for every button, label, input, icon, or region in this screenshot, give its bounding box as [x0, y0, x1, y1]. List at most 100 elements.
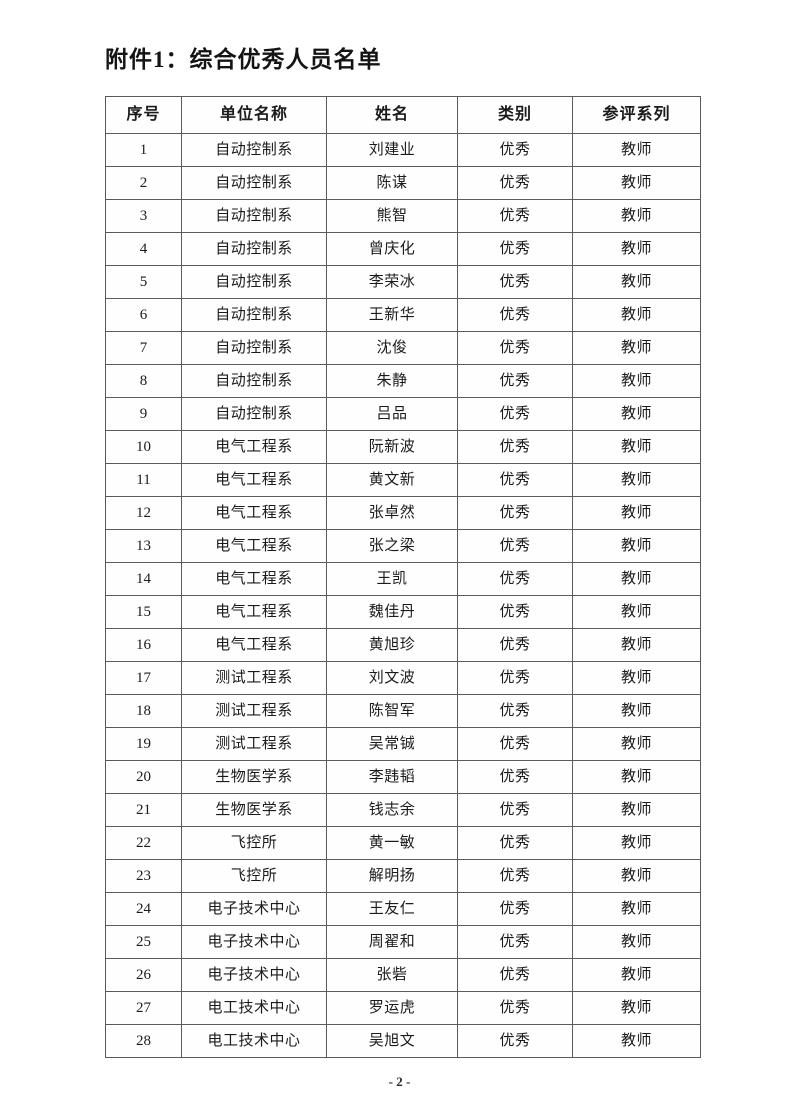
column-header-series: 参评系列	[572, 96, 701, 134]
cell-index: 11	[105, 463, 182, 497]
cell-name: 黄文新	[326, 463, 458, 497]
cell-unit: 自动控制系	[181, 331, 327, 365]
cell-index: 4	[105, 232, 182, 266]
cell-index: 18	[105, 694, 182, 728]
cell-series: 教师	[572, 826, 701, 860]
table-row: 9 自动控制系 吕品 优秀 教师	[105, 397, 701, 431]
cell-index: 26	[105, 958, 182, 992]
cell-category: 优秀	[457, 232, 573, 266]
cell-series: 教师	[572, 1024, 701, 1058]
cell-category: 优秀	[457, 1024, 573, 1058]
table-row: 5 自动控制系 李荣冰 优秀 教师	[105, 265, 701, 299]
cell-index: 21	[105, 793, 182, 827]
table-row: 4 自动控制系 曾庆化 优秀 教师	[105, 232, 701, 266]
cell-index: 20	[105, 760, 182, 794]
table-row: 23 飞控所 解明扬 优秀 教师	[105, 859, 701, 893]
cell-series: 教师	[572, 397, 701, 431]
cell-index: 25	[105, 925, 182, 959]
cell-index: 19	[105, 727, 182, 761]
cell-unit: 自动控制系	[181, 133, 327, 167]
cell-category: 优秀	[457, 958, 573, 992]
page-title: 附件1：综合优秀人员名单	[105, 47, 382, 72]
cell-unit: 自动控制系	[181, 232, 327, 266]
cell-category: 优秀	[457, 991, 573, 1025]
cell-name: 吕品	[326, 397, 458, 431]
cell-index: 27	[105, 991, 182, 1025]
cell-series: 教师	[572, 892, 701, 926]
cell-series: 教师	[572, 694, 701, 728]
cell-unit: 电气工程系	[181, 628, 327, 662]
cell-index: 13	[105, 529, 182, 563]
cell-name: 张之梁	[326, 529, 458, 563]
cell-category: 优秀	[457, 397, 573, 431]
cell-unit: 生物医学系	[181, 793, 327, 827]
cell-category: 优秀	[457, 694, 573, 728]
cell-category: 优秀	[457, 892, 573, 926]
cell-unit: 电子技术中心	[181, 925, 327, 959]
table-row: 17 测试工程系 刘文波 优秀 教师	[105, 661, 701, 695]
page-number-footer: - 2 -	[388, 1074, 411, 1089]
table-row: 15 电气工程系 魏佳丹 优秀 教师	[105, 595, 701, 629]
cell-unit: 自动控制系	[181, 166, 327, 200]
cell-series: 教师	[572, 232, 701, 266]
cell-category: 优秀	[457, 166, 573, 200]
cell-series: 教师	[572, 958, 701, 992]
table-row: 16 电气工程系 黄旭珍 优秀 教师	[105, 628, 701, 662]
cell-series: 教师	[572, 298, 701, 332]
table-row: 28 电工技术中心 吴旭文 优秀 教师	[105, 1024, 701, 1058]
cell-unit: 电气工程系	[181, 496, 327, 530]
cell-unit: 电工技术中心	[181, 1024, 327, 1058]
cell-series: 教师	[572, 133, 701, 167]
column-header-unit: 单位名称	[181, 96, 327, 134]
cell-unit: 飞控所	[181, 859, 327, 893]
cell-category: 优秀	[457, 793, 573, 827]
table-header: 序号 单位名称 姓名 类别 参评系列	[105, 96, 701, 134]
cell-series: 教师	[572, 166, 701, 200]
cell-unit: 电气工程系	[181, 463, 327, 497]
table-row: 14 电气工程系 王凯 优秀 教师	[105, 562, 701, 596]
cell-name: 李荣冰	[326, 265, 458, 299]
table-row: 11 电气工程系 黄文新 优秀 教师	[105, 463, 701, 497]
table-row: 12 电气工程系 张卓然 优秀 教师	[105, 496, 701, 530]
cell-name: 吴常铖	[326, 727, 458, 761]
cell-series: 教师	[572, 925, 701, 959]
cell-index: 14	[105, 562, 182, 596]
cell-index: 12	[105, 496, 182, 530]
cell-category: 优秀	[457, 133, 573, 167]
cell-name: 陈谋	[326, 166, 458, 200]
cell-index: 3	[105, 199, 182, 233]
cell-category: 优秀	[457, 859, 573, 893]
table-row: 18 测试工程系 陈智军 优秀 教师	[105, 694, 701, 728]
table-row: 25 电子技术中心 周翟和 优秀 教师	[105, 925, 701, 959]
cell-name: 朱静	[326, 364, 458, 398]
cell-index: 2	[105, 166, 182, 200]
table-row: 2 自动控制系 陈谋 优秀 教师	[105, 166, 701, 200]
cell-category: 优秀	[457, 463, 573, 497]
cell-unit: 电工技术中心	[181, 991, 327, 1025]
cell-name: 张砦	[326, 958, 458, 992]
cell-series: 教师	[572, 760, 701, 794]
cell-name: 熊智	[326, 199, 458, 233]
cell-unit: 电子技术中心	[181, 958, 327, 992]
cell-index: 17	[105, 661, 182, 695]
cell-series: 教师	[572, 562, 701, 596]
roster-table: 序号 单位名称 姓名 类别 参评系列 1 自动控制系 刘建业 优秀 教师 2 自动控制系 陈谋…	[105, 96, 701, 1058]
cell-series: 教师	[572, 859, 701, 893]
column-header-category: 类别	[457, 96, 573, 134]
cell-name: 吴旭文	[326, 1024, 458, 1058]
cell-unit: 自动控制系	[181, 298, 327, 332]
cell-unit: 自动控制系	[181, 364, 327, 398]
cell-series: 教师	[572, 364, 701, 398]
cell-index: 22	[105, 826, 182, 860]
cell-category: 优秀	[457, 199, 573, 233]
cell-unit: 飞控所	[181, 826, 327, 860]
cell-unit: 电气工程系	[181, 529, 327, 563]
cell-index: 7	[105, 331, 182, 365]
cell-category: 优秀	[457, 265, 573, 299]
cell-series: 教师	[572, 661, 701, 695]
cell-unit: 测试工程系	[181, 727, 327, 761]
cell-category: 优秀	[457, 727, 573, 761]
cell-name: 魏佳丹	[326, 595, 458, 629]
cell-name: 黄旭珍	[326, 628, 458, 662]
column-header-index: 序号	[105, 96, 182, 134]
